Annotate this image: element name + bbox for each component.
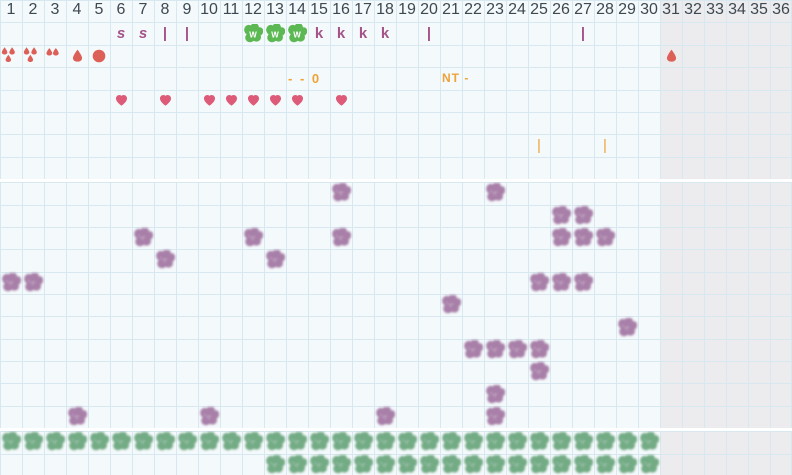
svg-text:W: W	[249, 30, 257, 39]
svg-text:W: W	[271, 30, 279, 39]
svg-text:W: W	[293, 30, 301, 39]
